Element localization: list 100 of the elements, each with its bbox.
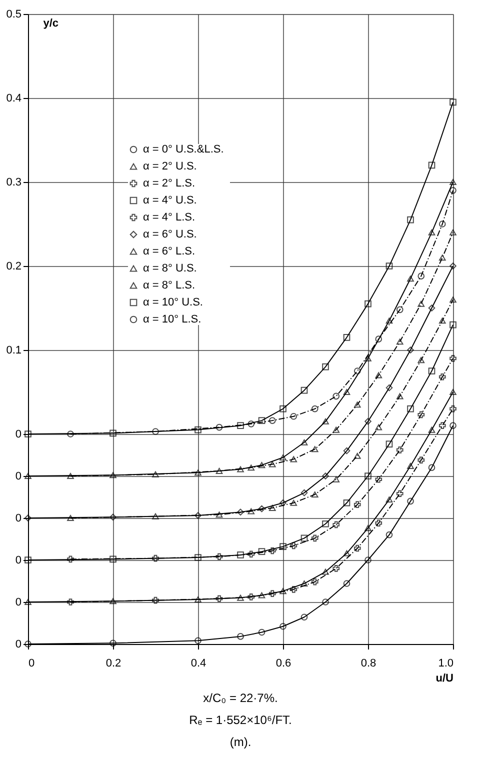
point xyxy=(343,550,350,556)
point xyxy=(194,554,202,561)
point xyxy=(322,472,329,480)
point xyxy=(407,498,414,505)
y-tick-label: 0.5 xyxy=(6,8,22,20)
point xyxy=(407,276,414,282)
point xyxy=(364,300,372,308)
point xyxy=(152,513,159,520)
point xyxy=(194,596,202,603)
point xyxy=(418,411,425,418)
point xyxy=(343,580,350,587)
x-tick-label: 0.6 xyxy=(276,658,292,670)
y-tick-label: 0 xyxy=(15,512,22,524)
legend-label: α = 2° L.S. xyxy=(143,178,196,190)
point xyxy=(450,178,456,186)
legend-label: α = 10° L.S. xyxy=(143,314,202,326)
legend-label: α = 4° U.S. xyxy=(143,194,197,206)
x-tick-label: 1.0 xyxy=(438,658,454,670)
point xyxy=(300,439,308,446)
point xyxy=(237,422,244,430)
point xyxy=(67,556,74,563)
point xyxy=(194,470,202,476)
point xyxy=(450,98,456,106)
point xyxy=(67,514,74,522)
point xyxy=(450,321,456,328)
point xyxy=(322,598,329,606)
point xyxy=(428,368,436,374)
y-tick-label: 0.4 xyxy=(6,92,22,104)
point xyxy=(418,272,425,280)
point xyxy=(311,405,318,412)
point xyxy=(354,402,361,408)
point xyxy=(386,262,393,270)
point xyxy=(280,405,286,412)
point xyxy=(110,598,116,604)
point xyxy=(110,640,116,647)
point xyxy=(438,220,446,228)
point xyxy=(300,534,308,542)
text: x/C₀ = 22·7%. xyxy=(203,691,278,705)
point xyxy=(396,393,404,400)
point xyxy=(216,468,223,474)
point xyxy=(438,254,446,261)
point xyxy=(248,420,255,428)
point xyxy=(418,456,425,464)
point xyxy=(248,550,255,558)
point xyxy=(343,388,350,396)
point xyxy=(311,446,318,452)
point xyxy=(290,542,298,550)
point xyxy=(194,426,202,434)
point xyxy=(418,357,425,364)
point xyxy=(300,614,308,621)
point xyxy=(418,300,425,307)
point xyxy=(343,499,350,506)
point xyxy=(407,462,414,469)
point xyxy=(258,505,266,512)
point xyxy=(450,296,456,303)
point xyxy=(396,338,404,345)
point xyxy=(428,304,436,312)
x-tick-label: 0.2 xyxy=(106,658,122,670)
point xyxy=(280,588,286,594)
point xyxy=(237,466,244,472)
point xyxy=(354,368,361,374)
point xyxy=(428,426,436,433)
point xyxy=(332,392,340,400)
point xyxy=(386,531,393,538)
point xyxy=(407,216,414,224)
x-tick-label: 0.8 xyxy=(360,658,376,670)
point xyxy=(194,637,202,644)
point xyxy=(438,373,446,380)
point xyxy=(343,334,350,341)
point xyxy=(290,586,298,593)
point xyxy=(311,578,318,586)
y-tick-label: 0 xyxy=(15,638,22,650)
point xyxy=(450,186,456,194)
point xyxy=(110,472,116,478)
point xyxy=(386,440,393,448)
point xyxy=(311,534,318,542)
point xyxy=(386,496,393,503)
point xyxy=(280,454,286,461)
point xyxy=(268,461,276,468)
point xyxy=(194,512,202,519)
point xyxy=(322,568,329,575)
point xyxy=(110,430,116,437)
point xyxy=(268,590,276,598)
point xyxy=(290,456,298,462)
point xyxy=(258,548,266,556)
point xyxy=(332,521,340,528)
point xyxy=(110,556,116,563)
x-axis-title: u/U xyxy=(436,672,454,684)
point xyxy=(343,447,350,454)
point xyxy=(237,508,244,516)
point xyxy=(450,405,456,412)
point xyxy=(407,405,414,412)
point xyxy=(428,464,436,472)
point xyxy=(290,500,298,506)
point xyxy=(428,229,436,236)
point xyxy=(216,553,223,560)
y-tick-label: 0 xyxy=(15,596,22,608)
legend-label: α = 2° U.S. xyxy=(143,160,197,172)
point xyxy=(364,556,372,564)
point xyxy=(450,262,456,270)
